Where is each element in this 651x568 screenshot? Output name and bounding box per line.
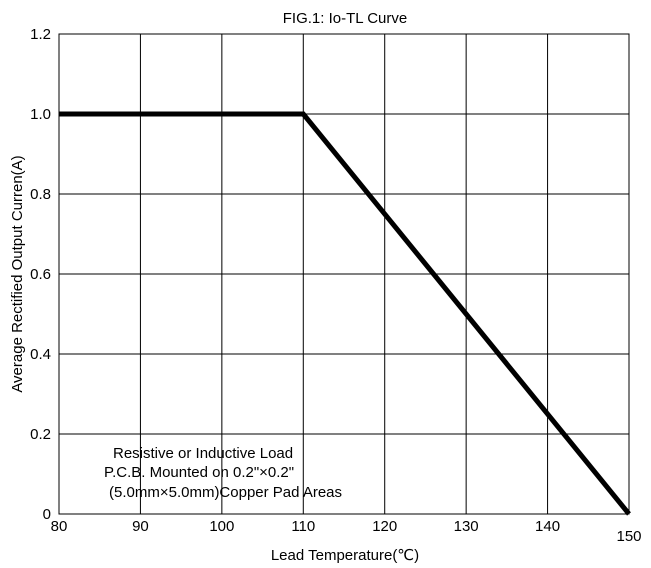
y-tick-label: 0.2 xyxy=(30,426,51,443)
x-axis-label: Lead Temperature(℃) xyxy=(271,547,419,564)
x-tick-label: 80 xyxy=(51,518,68,535)
x-tick-label: 90 xyxy=(132,518,149,535)
annotation-line-1: Resistive or Inductive Load xyxy=(113,445,293,462)
series-lines xyxy=(59,111,631,516)
x-tick-label: 100 xyxy=(209,518,234,535)
annotation-line-3: (5.0mm×5.0mm)Copper Pad Areas xyxy=(109,484,342,501)
series-line xyxy=(59,111,631,516)
x-tick-label: 130 xyxy=(454,518,479,535)
x-tick-label: 150 xyxy=(616,528,641,545)
x-axis-ticks: 80 90 100 110 120 130 140 150 xyxy=(51,518,642,545)
annotation-line-2: P.C.B. Mounted on 0.2"×0.2" xyxy=(104,464,294,481)
y-tick-label: 0.6 xyxy=(30,266,51,283)
y-axis-label: Average Rectified Output Curren(A) xyxy=(9,155,26,392)
x-tick-label: 110 xyxy=(291,518,315,535)
y-tick-label: 0.8 xyxy=(30,186,51,203)
y-tick-label: 0.4 xyxy=(30,346,51,363)
y-tick-label: 1.0 xyxy=(30,106,51,123)
plot-area: 80 90 100 110 120 130 140 150 0 0.2 0.4 0.6 0.8 1.0 1… xyxy=(30,26,641,545)
annotation-box: Resistive or Inductive Load P.C.B. Mount… xyxy=(104,445,342,501)
x-tick-label: 140 xyxy=(535,518,560,535)
grid xyxy=(59,34,629,514)
chart-title: FIG.1: Io-TL Curve xyxy=(283,10,407,27)
x-tick-label: 120 xyxy=(372,518,397,535)
y-axis-ticks: 0 0.2 0.4 0.6 0.8 1.0 1.2 xyxy=(30,26,51,523)
y-tick-label: 1.2 xyxy=(30,26,51,43)
y-tick-label: 0 xyxy=(43,506,51,523)
